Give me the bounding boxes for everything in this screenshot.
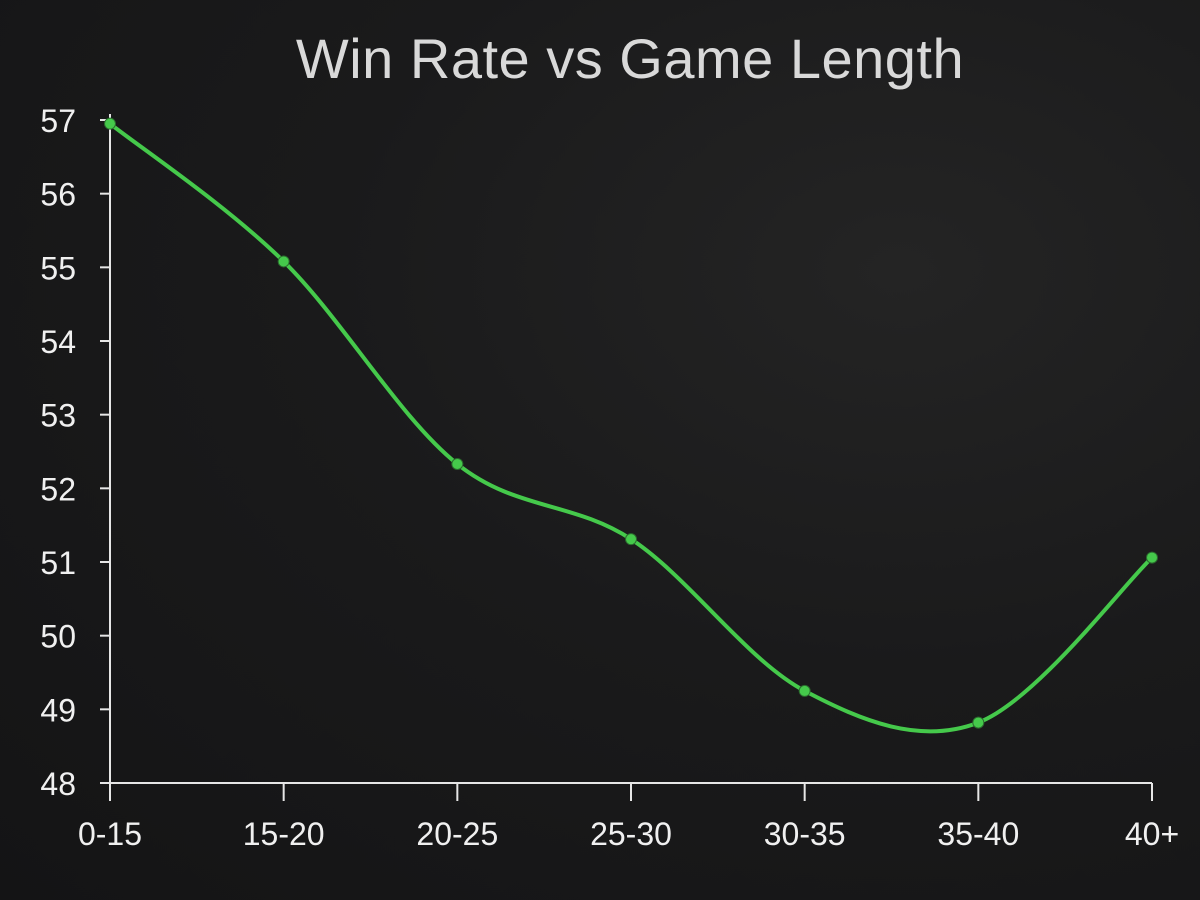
data-point[interactable] [625, 533, 637, 546]
data-point[interactable] [798, 684, 811, 697]
x-tick-label: 20-25 [416, 816, 498, 852]
y-tick-label: 55 [40, 250, 76, 286]
y-tick-label: 49 [40, 692, 76, 728]
x-tick-label: 25-30 [590, 816, 672, 852]
y-tick-label: 48 [40, 766, 76, 802]
data-point[interactable] [1146, 551, 1158, 564]
data-point[interactable] [104, 117, 116, 130]
y-tick-label: 57 [40, 103, 76, 139]
data-point[interactable] [972, 716, 985, 729]
y-tick-label: 53 [40, 398, 76, 434]
x-tick-label: 0-15 [78, 816, 142, 852]
y-tick-label: 51 [40, 545, 76, 581]
x-tick-label: 15-20 [243, 816, 325, 852]
x-tick-label: 35-40 [937, 816, 1019, 852]
y-tick-label: 56 [40, 177, 76, 213]
x-axis: 0-15 15-20 20-25 25-30 30-35 35-40 40+ [78, 782, 1179, 852]
chart-title: Win Rate vs Game Length [295, 27, 965, 90]
data-point[interactable] [277, 255, 290, 268]
y-tick-label: 52 [40, 471, 76, 507]
y-tick-label: 50 [40, 619, 76, 655]
y-tick-label: 54 [40, 324, 76, 360]
series-line [108, 121, 1154, 734]
x-tick-label: 40+ [1125, 816, 1179, 852]
y-axis: 48 49 50 51 52 53 54 55 56 57 [40, 103, 111, 802]
data-point[interactable] [451, 458, 464, 471]
series-group [104, 117, 1158, 734]
x-tick-label: 30-35 [764, 816, 846, 852]
